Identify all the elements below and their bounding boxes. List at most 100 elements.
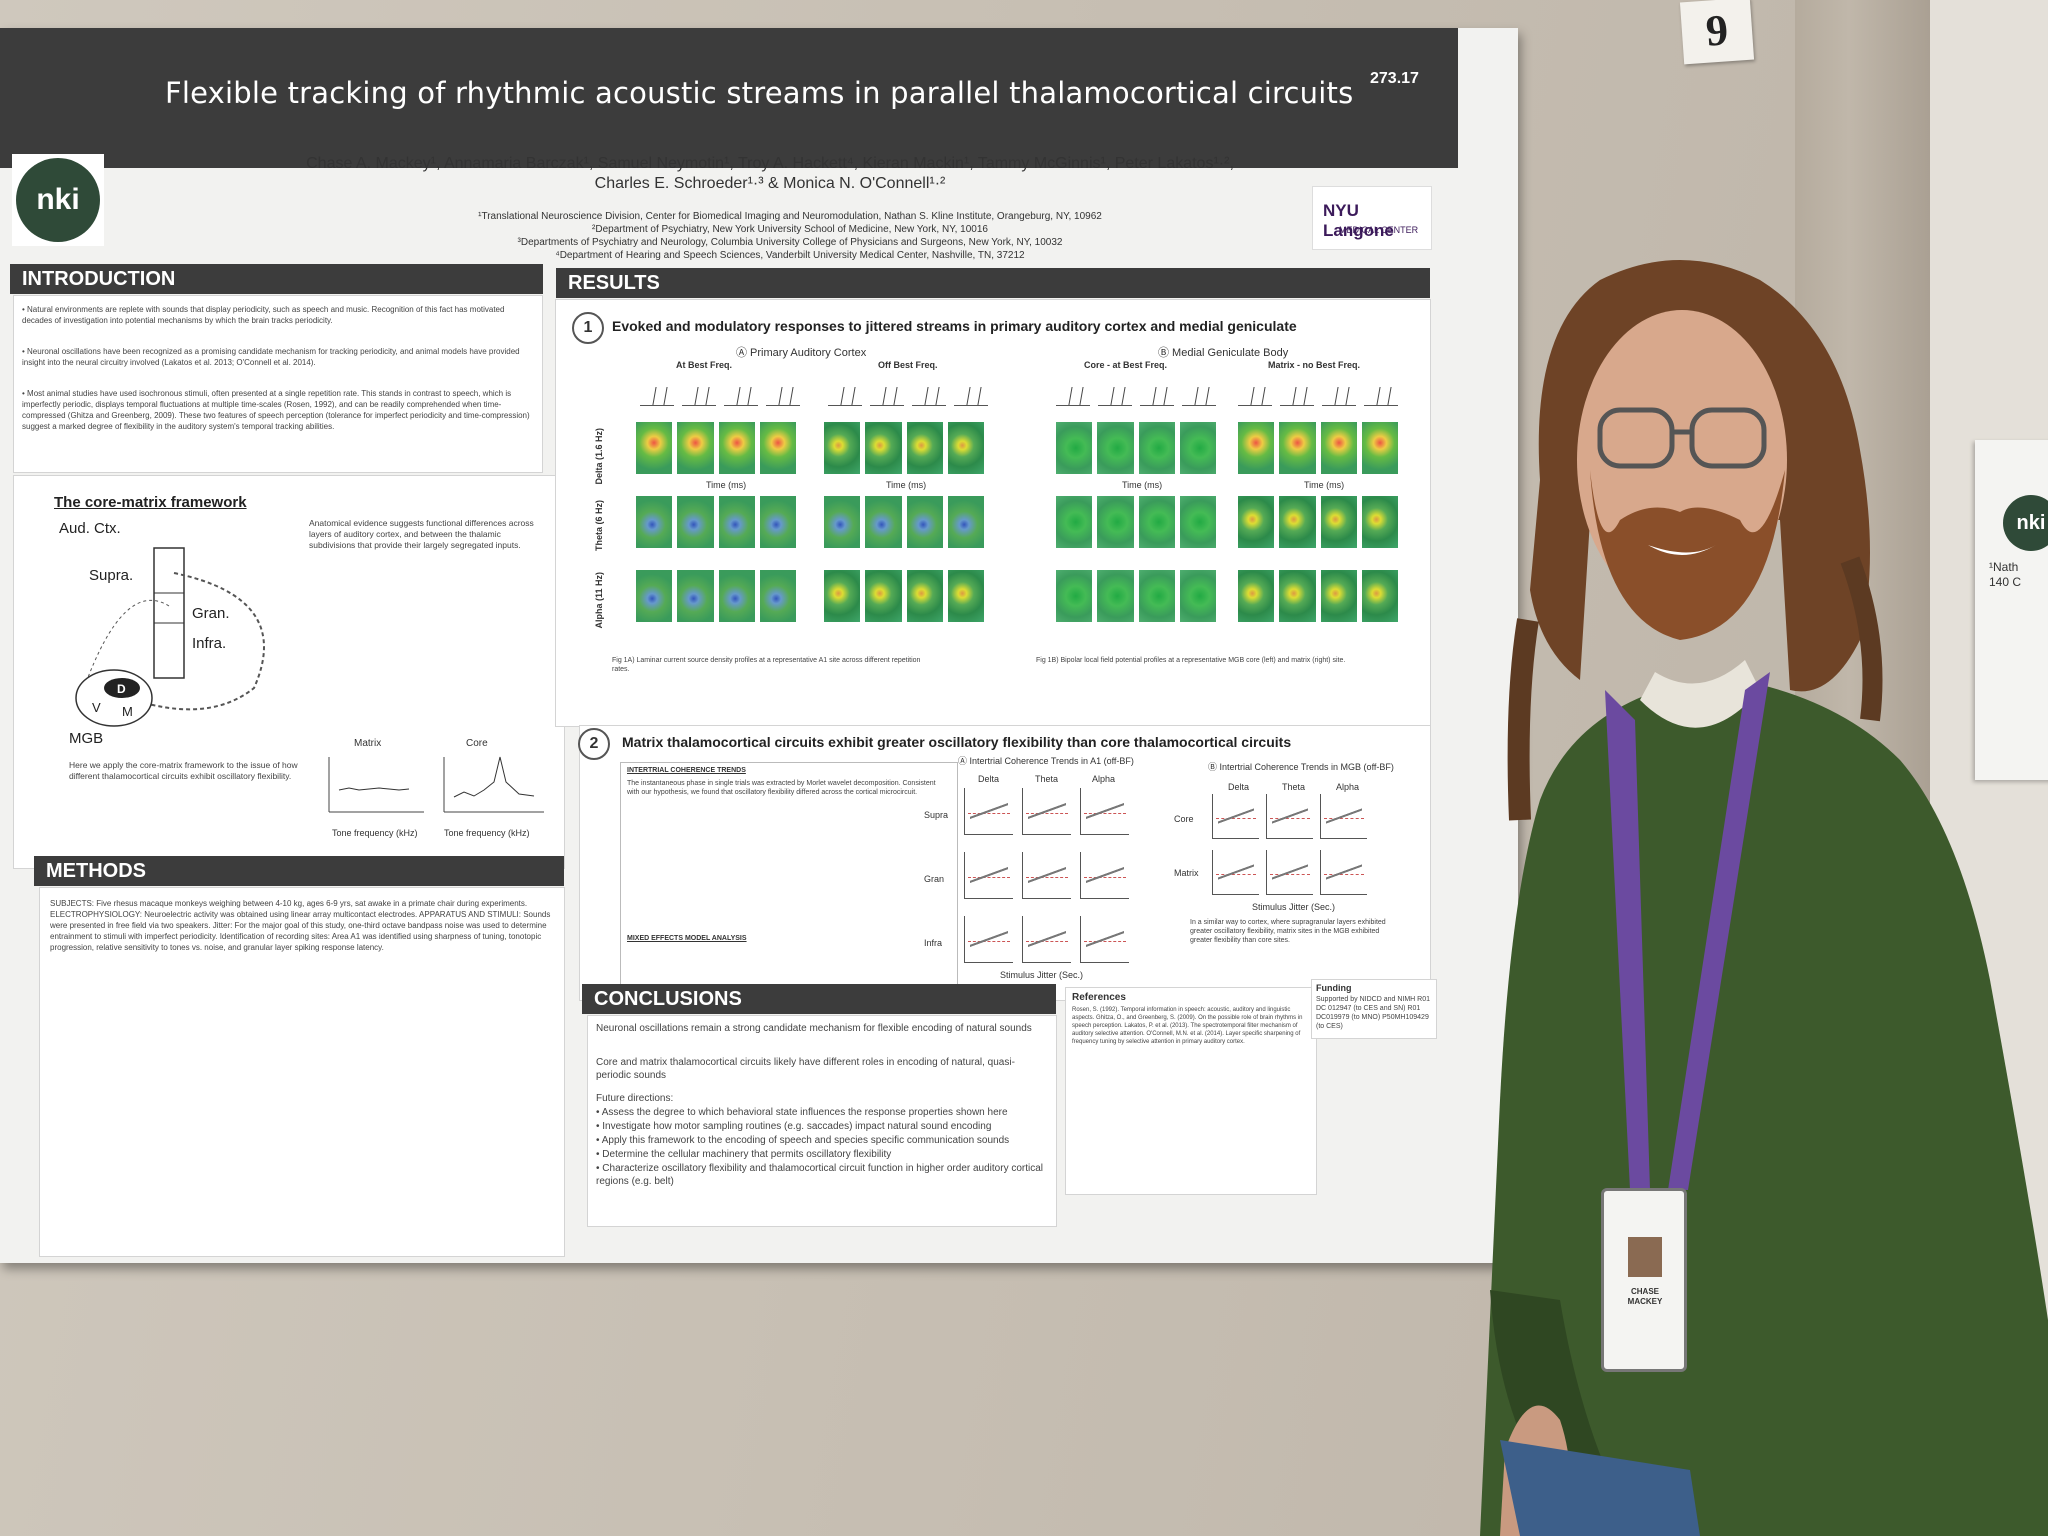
label-supra: Supra. (89, 567, 133, 584)
itc-plot-core-theta (1266, 794, 1313, 839)
time-label-a1-delta: Time (ms) (706, 480, 747, 490)
left-arm-shadow (1490, 1290, 1620, 1500)
future-direction-5: • Characterize oscillatory flexibility a… (596, 1163, 1044, 1187)
itc-box-text: The instantaneous phase in single trials… (627, 780, 936, 796)
introduction-heading: INTRODUCTION (10, 264, 543, 294)
csd-grid-alpha-bf (636, 570, 796, 622)
lfp-grid-theta-core (1056, 496, 1216, 548)
framework-panel: The core-matrix framework Aud. Ctx. Supr… (14, 476, 564, 868)
panel-b-label: Ⓑ Medial Geniculate Body (1158, 347, 1289, 359)
intro-text-3: • Most animal studies have used isochron… (22, 389, 530, 431)
hair-lock-left (1507, 618, 1539, 821)
itc-plot-supra-delta (964, 788, 1013, 835)
conclusions-heading: CONCLUSIONS (582, 984, 1056, 1014)
figure-2-title: Matrix thalamocortical circuits exhibit … (622, 734, 1292, 750)
csd-grid-delta-bf (636, 422, 796, 474)
abstract-number: 273.17 (1370, 70, 1419, 87)
label-infra: Infra. (192, 635, 226, 652)
badge-name: CHASE MACKEY (1627, 1287, 1663, 1306)
methods-panel: SUBJECTS: Five rhesus macaque monkeys we… (40, 888, 564, 1256)
figure-1-title: Evoked and modulatory responses to jitte… (612, 318, 1297, 334)
itc-plot-core-alpha (1320, 794, 1367, 839)
col-core-best-freq: Core - at Best Freq. (1084, 360, 1168, 370)
col-off-best-freq: Off Best Freq. (878, 360, 938, 370)
mgb-matrix-row: Matrix (1174, 868, 1199, 878)
name-badge: CHASE MACKEY (1601, 1188, 1687, 1372)
layer-gran: Gran (924, 874, 945, 884)
fig-1b-caption: Fig 1B) Bipolar local field potential pr… (1036, 657, 1346, 664)
conclusion-2: Core and matrix thalamocortical circuits… (596, 1057, 1015, 1081)
future-direction-2: • Investigate how motor sampling routine… (596, 1121, 992, 1132)
stimulus-traces-matrix (1238, 380, 1398, 406)
results-figure-2: 2 Matrix thalamocortical circuits exhibi… (578, 726, 1430, 1000)
stimulus-traces-core (1056, 380, 1216, 406)
label-mgb: MGB (69, 730, 103, 747)
intro-text-2: • Neuronal oscillations have been recogn… (22, 347, 520, 367)
csd-grid-alpha-off (824, 570, 984, 622)
research-poster: Flexible tracking of rhythmic acoustic s… (0, 28, 1518, 1263)
time-label-a1-off-delta: Time (ms) (886, 480, 927, 490)
future-direction-1: • Assess the degree to which behavioral … (596, 1107, 1008, 1118)
itc-plot-infra-alpha (1080, 916, 1129, 963)
band-theta-a1: Theta (1035, 774, 1059, 784)
conclusion-1: Neuronal oscillations remain a strong ca… (596, 1023, 1032, 1034)
time-label-core-delta: Time (ms) (1122, 480, 1163, 490)
beard (1590, 470, 1785, 640)
author-list: Chase A. Mackey¹, Annamaria Barczak¹, Sa… (306, 155, 1234, 192)
label-d: D (117, 682, 126, 696)
itc-plot-supra-alpha (1080, 788, 1129, 835)
stimulus-traces-a1-off (828, 380, 988, 406)
fig-2b-text: In a similar way to cortex, where suprag… (1190, 919, 1386, 944)
matrix-plot-title: Matrix (354, 738, 382, 749)
csd-grid-delta-off (824, 422, 984, 474)
nki-logo: nki (12, 154, 104, 246)
future-direction-4: • Determine the cellular machinery that … (596, 1149, 892, 1160)
lanyard-left (1605, 690, 1650, 1190)
funding-heading: Funding (1316, 983, 1352, 993)
col-matrix-best-freq: Matrix - no Best Freq. (1268, 360, 1361, 370)
model-box-heading: MIXED EFFECTS MODEL ANALYSIS (627, 935, 747, 942)
jitter-xlabel-mgb: Stimulus Jitter (Sec.) (1252, 902, 1336, 912)
lfp-grid-alpha-core (1056, 570, 1216, 622)
neighbor-text: ¹Nath 140 C (1989, 560, 2022, 589)
label-gran: Gran. (192, 605, 230, 622)
itc-plot-matrix-theta (1266, 850, 1313, 895)
badge-photo (1628, 1237, 1662, 1277)
introduction-panel: • Natural environments are replete with … (14, 296, 542, 472)
lanyard-right (1668, 672, 1770, 1190)
references-heading: References (1072, 992, 1126, 1003)
methods-heading: METHODS (34, 856, 564, 886)
jeans (1500, 1440, 1700, 1536)
itc-plot-supra-theta (1022, 788, 1071, 835)
lfp-grid-theta-matrix (1238, 496, 1398, 548)
neighbor-logo: nki (2003, 495, 2048, 551)
conclusions-panel: Neuronal oscillations remain a strong ca… (588, 1016, 1056, 1226)
stimulus-traces-a1-bf (640, 380, 800, 406)
band-delta-a1: Delta (978, 774, 1000, 784)
col-at-best-freq: At Best Freq. (676, 360, 733, 370)
csd-grid-theta-bf (636, 496, 796, 548)
title-bar: Flexible tracking of rhythmic acoustic s… (0, 28, 1458, 168)
time-label-matrix-delta: Time (ms) (1304, 480, 1345, 490)
label-m: M (122, 704, 133, 719)
fig-1a-caption: Fig 1A) Laminar current source density p… (612, 657, 921, 673)
figure-1-number: 1 (572, 312, 604, 344)
itc-plot-gran-delta (964, 852, 1013, 899)
nyu-langone-logo: NYU Langone MEDICAL CENTER (1312, 186, 1432, 250)
band-alpha-mgb: Alpha (1336, 782, 1360, 792)
lfp-grid-alpha-matrix (1238, 570, 1398, 622)
tuning-xlabel-core: Tone frequency (kHz) (444, 828, 530, 838)
layer-infra: Infra (924, 938, 943, 948)
band-alpha-a1: Alpha (1092, 774, 1116, 784)
itc-plot-matrix-delta (1212, 850, 1259, 895)
results-figure-1: 1 Evoked and modulatory responses to jit… (556, 300, 1430, 726)
label-aud-ctx: Aud. Ctx. (59, 520, 121, 537)
future-directions-heading: Future directions: (596, 1093, 674, 1104)
intro-text-1: • Natural environments are replete with … (22, 305, 505, 325)
itc-plot-matrix-alpha (1320, 850, 1367, 895)
undershirt-collar (1640, 660, 1760, 728)
jitter-xlabel-a1: Stimulus Jitter (Sec.) (1000, 970, 1084, 980)
funding-text: Supported by NIDCD and NIMH R01 DC 01294… (1316, 996, 1430, 1030)
csd-grid-theta-off (824, 496, 984, 548)
